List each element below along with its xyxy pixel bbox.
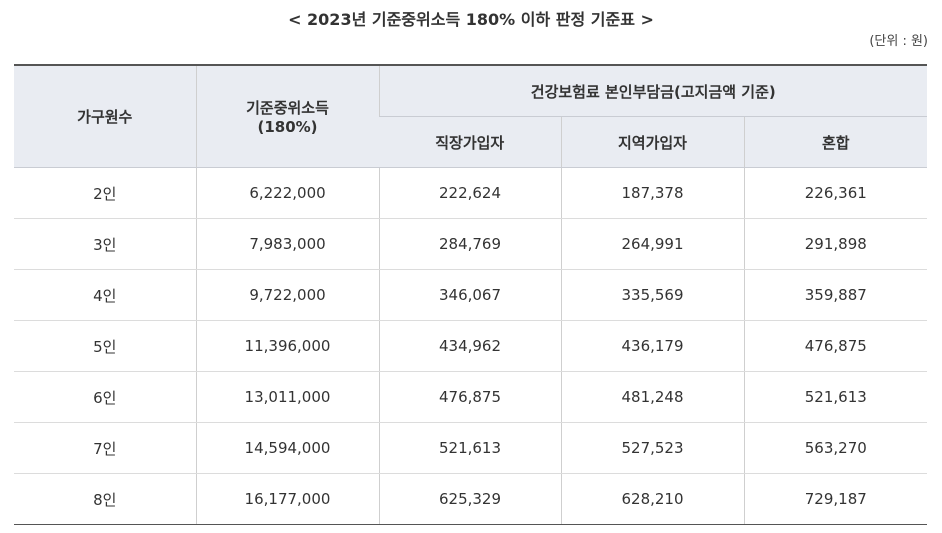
header-premium-group: 건강보험료 본인부담금(고지금액 기준) [378, 64, 928, 117]
table-row: 3인 7,983,000 284,769 264,991 291,898 [14, 218, 928, 270]
cell-regional: 481,248 [560, 371, 744, 423]
cell-income: 16,177,000 [195, 473, 379, 525]
cell-mixed: 729,187 [743, 473, 928, 525]
cell-mixed: 359,887 [743, 269, 928, 321]
header-employee: 직장가입자 [379, 116, 561, 168]
cell-employee: 284,769 [378, 218, 561, 270]
cell-regional: 335,569 [560, 269, 744, 321]
cell-mixed: 563,270 [743, 422, 928, 474]
cell-mixed: 476,875 [743, 320, 928, 372]
table-header: 가구원수 기준중위소득 (180%) 건강보험료 본인부담금(고지금액 기준) … [14, 64, 928, 168]
cell-household: 4인 [14, 269, 196, 321]
cell-income: 11,396,000 [195, 320, 379, 372]
cell-regional: 628,210 [560, 473, 744, 525]
cell-employee: 521,613 [378, 422, 561, 474]
criteria-table: 가구원수 기준중위소득 (180%) 건강보험료 본인부담금(고지금액 기준) … [14, 64, 928, 525]
cell-household: 3인 [14, 218, 196, 270]
cell-household: 5인 [14, 320, 196, 372]
table-row: 4인 9,722,000 346,067 335,569 359,887 [14, 269, 928, 321]
cell-income: 7,983,000 [195, 218, 379, 270]
table-title: < 2023년 기준중위소득 180% 이하 판정 기준표 > [288, 10, 654, 29]
cell-household: 7인 [14, 422, 196, 474]
unit-label: (단위 : 원) [869, 34, 928, 49]
cell-income: 6,222,000 [195, 167, 379, 219]
cell-employee: 222,624 [378, 167, 561, 219]
header-income-percent: (180%) [257, 118, 318, 136]
table-row: 8인 16,177,000 625,329 628,210 729,187 [14, 473, 928, 525]
table-row: 6인 13,011,000 476,875 481,248 521,613 [14, 371, 928, 423]
cell-regional: 264,991 [560, 218, 744, 270]
cell-employee: 625,329 [378, 473, 561, 525]
table-row: 7인 14,594,000 521,613 527,523 563,270 [14, 422, 928, 474]
cell-employee: 476,875 [378, 371, 561, 423]
cell-mixed: 226,361 [743, 167, 928, 219]
cell-income: 13,011,000 [195, 371, 379, 423]
cell-regional: 527,523 [560, 422, 744, 474]
cell-household: 2인 [14, 167, 196, 219]
header-regional: 지역가입자 [560, 116, 744, 168]
cell-employee: 434,962 [378, 320, 561, 372]
cell-household: 8인 [14, 473, 196, 525]
table-row: 5인 11,396,000 434,962 436,179 476,875 [14, 320, 928, 372]
cell-employee: 346,067 [378, 269, 561, 321]
cell-income: 9,722,000 [195, 269, 379, 321]
table-row: 2인 6,222,000 222,624 187,378 226,361 [14, 167, 928, 219]
header-household: 가구원수 [14, 64, 196, 168]
header-income: 기준중위소득 (180%) [195, 64, 379, 168]
cell-mixed: 521,613 [743, 371, 928, 423]
table-body: 2인 6,222,000 222,624 187,378 226,361 3인 … [14, 167, 928, 525]
cell-mixed: 291,898 [743, 218, 928, 270]
header-mixed: 혼합 [743, 116, 928, 168]
header-income-label: 기준중위소득 [246, 99, 329, 117]
cell-income: 14,594,000 [195, 422, 379, 474]
cell-regional: 187,378 [560, 167, 744, 219]
cell-regional: 436,179 [560, 320, 744, 372]
cell-household: 6인 [14, 371, 196, 423]
